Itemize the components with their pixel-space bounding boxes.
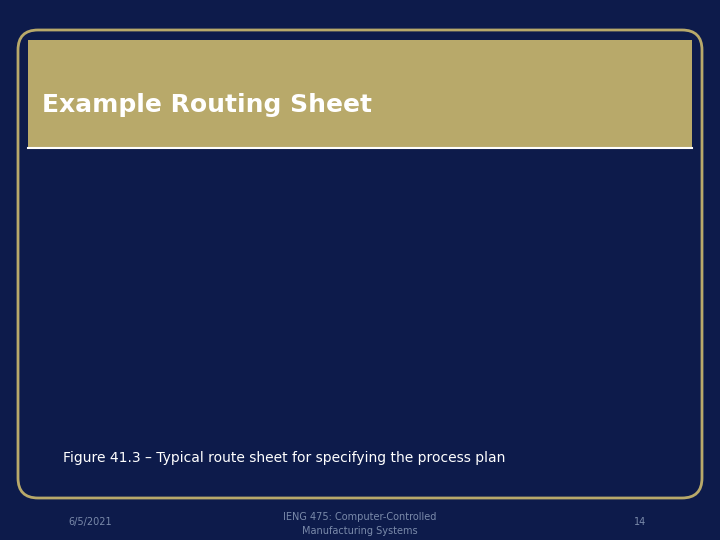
Text: Example Routing Sheet: Example Routing Sheet — [42, 93, 372, 117]
Text: IENG 475: Computer-Controlled
Manufacturing Systems: IENG 475: Computer-Controlled Manufactur… — [283, 512, 437, 536]
FancyBboxPatch shape — [18, 30, 702, 498]
Text: 6/5/2021: 6/5/2021 — [68, 517, 112, 527]
Text: Figure 41.3 – Typical route sheet for specifying the process plan: Figure 41.3 – Typical route sheet for sp… — [63, 451, 505, 465]
FancyBboxPatch shape — [28, 40, 692, 147]
Text: 14: 14 — [634, 517, 646, 527]
